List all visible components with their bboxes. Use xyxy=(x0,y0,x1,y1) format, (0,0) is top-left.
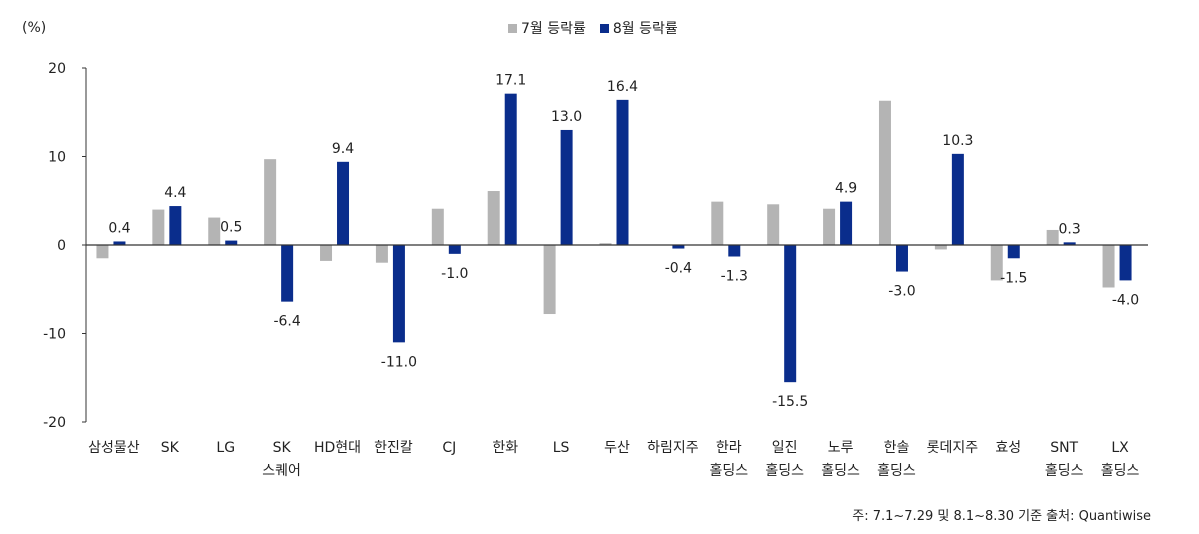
bar-august xyxy=(1063,242,1076,245)
bar-august xyxy=(392,245,405,343)
data-label: -1.5 xyxy=(1000,270,1027,286)
legend-label-august: 8월 등락률 xyxy=(612,21,678,37)
x-tick-label: SNT xyxy=(1050,440,1078,456)
data-label: 0.4 xyxy=(108,220,130,236)
bar-july xyxy=(487,191,500,245)
x-tick-label: 하림지주 xyxy=(647,440,699,456)
bar-july xyxy=(543,245,556,315)
bar-august xyxy=(784,245,797,383)
data-label: 0.5 xyxy=(220,220,242,236)
x-tick-label: 홀딩스 xyxy=(1045,463,1084,479)
y-tick-label: 20 xyxy=(48,61,66,77)
bar-july xyxy=(1046,229,1059,245)
x-tick-label: 두산 xyxy=(604,440,630,456)
y-tick-label: -10 xyxy=(43,327,66,343)
bar-july xyxy=(767,204,780,245)
bar-july xyxy=(934,245,947,250)
x-tick-label: 노루 xyxy=(828,440,854,456)
bar-august xyxy=(560,129,573,245)
x-tick-label: LX xyxy=(1111,440,1129,456)
legend-swatch-august xyxy=(599,23,609,33)
data-label: -4.0 xyxy=(1112,292,1139,308)
data-label: -1.3 xyxy=(721,269,748,285)
source-note: 주: 7.1~7.29 및 8.1~8.30 기준 출처: Quantiwise xyxy=(852,509,1151,524)
x-tick-label: 홀딩스 xyxy=(877,463,916,479)
bar-august xyxy=(337,161,350,245)
x-tick-label: 스퀘어 xyxy=(262,463,301,479)
legend-label-july: 7월 등락률 xyxy=(521,21,586,37)
bar-july xyxy=(375,245,388,263)
x-tick-label: 홀딩스 xyxy=(709,463,748,479)
data-label: 9.4 xyxy=(332,141,354,157)
bar-august xyxy=(1007,245,1020,259)
bar-august xyxy=(504,93,517,245)
data-label: -11.0 xyxy=(381,354,417,370)
x-tick-label: 홀딩스 xyxy=(1101,463,1140,479)
bar-august xyxy=(895,245,908,272)
legend-item-august: 8월 등락률 xyxy=(599,18,678,38)
x-tick-label: 한라 xyxy=(716,440,742,456)
bar-july xyxy=(990,245,1003,281)
bar-july xyxy=(878,100,891,246)
x-tick-label: LG xyxy=(216,440,235,456)
bar-july xyxy=(320,245,333,261)
x-tick-label: 롯데지주 xyxy=(927,440,979,456)
bar-august xyxy=(113,241,126,245)
data-label: 16.4 xyxy=(607,79,638,95)
bar-july xyxy=(599,243,612,245)
x-tick-label: 홀딩스 xyxy=(821,463,860,479)
bar-july xyxy=(264,159,277,245)
bar-august xyxy=(672,245,685,249)
x-tick-label: HD현대 xyxy=(314,440,361,456)
x-tick-label: 한진칼 xyxy=(374,440,413,456)
data-label: 10.3 xyxy=(942,133,973,149)
data-label: -3.0 xyxy=(888,284,915,300)
legend-item-july: 7월 등락률 xyxy=(508,18,586,38)
chart-legend: 7월 등락률 8월 등락률 xyxy=(508,18,678,38)
bar-august xyxy=(951,153,964,245)
y-tick-label: -20 xyxy=(43,415,66,431)
y-tick-label: 10 xyxy=(48,150,66,166)
data-label: 17.1 xyxy=(495,73,526,89)
bar-august xyxy=(281,245,294,302)
bar-august xyxy=(448,245,461,254)
bar-august xyxy=(225,240,238,245)
x-tick-label: SK xyxy=(161,440,180,456)
bar-august xyxy=(1119,245,1132,281)
x-tick-label: 한솔 xyxy=(884,440,910,456)
y-axis-unit-label: (%) xyxy=(22,20,47,36)
x-tick-label: 일진 xyxy=(772,440,798,456)
bar-july xyxy=(96,245,109,259)
bar-july xyxy=(711,201,724,245)
bar-july xyxy=(431,208,444,245)
data-label: -15.5 xyxy=(772,394,808,410)
bar-august xyxy=(728,245,741,257)
bar-august xyxy=(840,201,853,245)
data-label: 0.3 xyxy=(1059,221,1081,237)
legend-swatch-july xyxy=(508,23,517,33)
bar-july xyxy=(823,208,836,245)
x-tick-label: 홀딩스 xyxy=(765,463,804,479)
x-tick-label: 효성 xyxy=(995,440,1021,456)
bar-chart: 20 10 0 -10 -20 0.4 4.4 0.5 -6.4 9.4 -11.0 -1.0 17.1… xyxy=(43,61,1148,479)
x-tick-label: 한화 xyxy=(492,440,518,456)
data-label: -1.0 xyxy=(441,266,468,282)
x-tick-label: LS xyxy=(553,440,570,456)
data-label: 4.9 xyxy=(835,181,857,197)
bar-july xyxy=(152,209,165,245)
data-label: -6.4 xyxy=(273,314,300,330)
data-label: 13.0 xyxy=(551,109,582,125)
x-tick-label: CJ xyxy=(442,440,456,456)
bar-august xyxy=(169,206,182,245)
data-label: -0.4 xyxy=(665,261,692,277)
data-label: 4.4 xyxy=(164,185,186,201)
bar-august xyxy=(616,99,629,245)
y-tick-label: 0 xyxy=(57,238,66,254)
bar-july xyxy=(1102,245,1115,288)
x-tick-label: SK xyxy=(273,440,292,456)
x-tick-label: 삼성물산 xyxy=(88,440,140,456)
bar-july xyxy=(208,217,221,245)
